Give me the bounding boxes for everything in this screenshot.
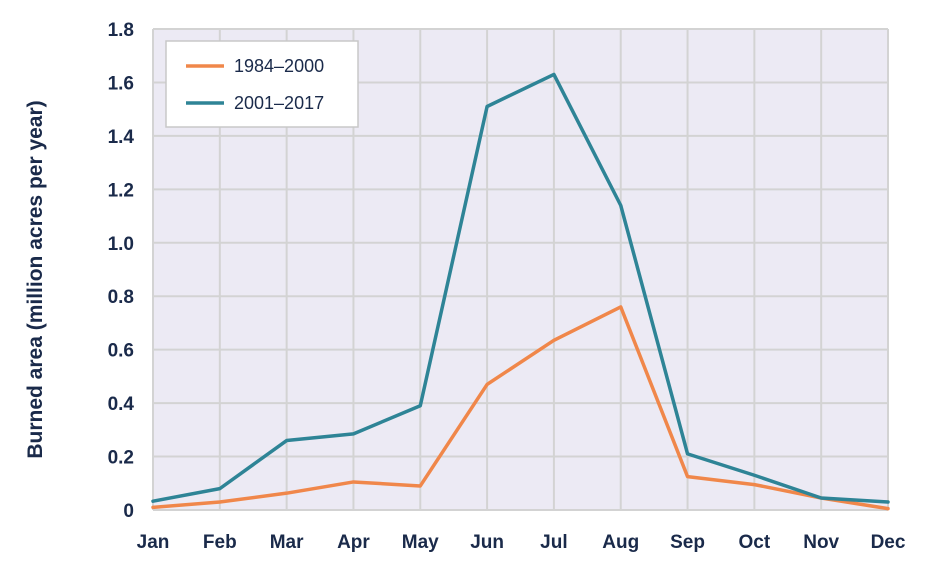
x-tick-label: May — [402, 532, 439, 553]
x-tick-label: Jan — [137, 532, 170, 553]
y-tick-label: 0 — [123, 501, 134, 522]
x-tick-label: Jun — [470, 532, 504, 553]
y-tick-label: 1.8 — [108, 20, 134, 41]
x-tick-label: Sep — [670, 532, 705, 553]
series-line-2 — [151, 72, 890, 504]
y-tick-label: 0.4 — [108, 394, 135, 415]
y-axis-title: Burned area (million acres per year) — [24, 100, 47, 458]
x-tick-label: Feb — [203, 532, 237, 553]
y-tick-label: 1.2 — [108, 180, 134, 201]
legend-label: 1984–2000 — [234, 56, 324, 76]
x-tick-label: Mar — [270, 532, 304, 553]
y-tick-label: 1.4 — [108, 127, 135, 148]
legend: 1984–2000 2001–2017 — [165, 40, 359, 128]
x-tick-label: Oct — [739, 532, 771, 553]
x-axis-ticks: Jan Feb Mar Apr May Jun Jul Aug Sep Oct Nov Dec — [137, 532, 906, 553]
legend-box — [165, 40, 359, 128]
x-tick-label: Aug — [602, 532, 639, 553]
legend-label: 2001–2017 — [234, 93, 324, 113]
series-line-1 — [151, 305, 890, 511]
y-tick-label: 0.8 — [108, 287, 134, 308]
y-axis-ticks: 0 0.2 0.4 0.6 0.8 1.0 1.2 1.4 1.6 1.8 — [108, 20, 135, 522]
y-tick-label: 1.0 — [108, 234, 134, 255]
x-tick-label: Nov — [803, 532, 839, 553]
series-lines — [151, 72, 890, 511]
x-tick-label: Apr — [337, 532, 370, 553]
x-tick-label: Jul — [540, 532, 567, 553]
x-tick-label: Dec — [871, 532, 906, 553]
y-tick-label: 0.2 — [108, 448, 134, 469]
y-tick-label: 1.6 — [108, 73, 134, 94]
y-tick-label: 0.6 — [108, 341, 134, 362]
